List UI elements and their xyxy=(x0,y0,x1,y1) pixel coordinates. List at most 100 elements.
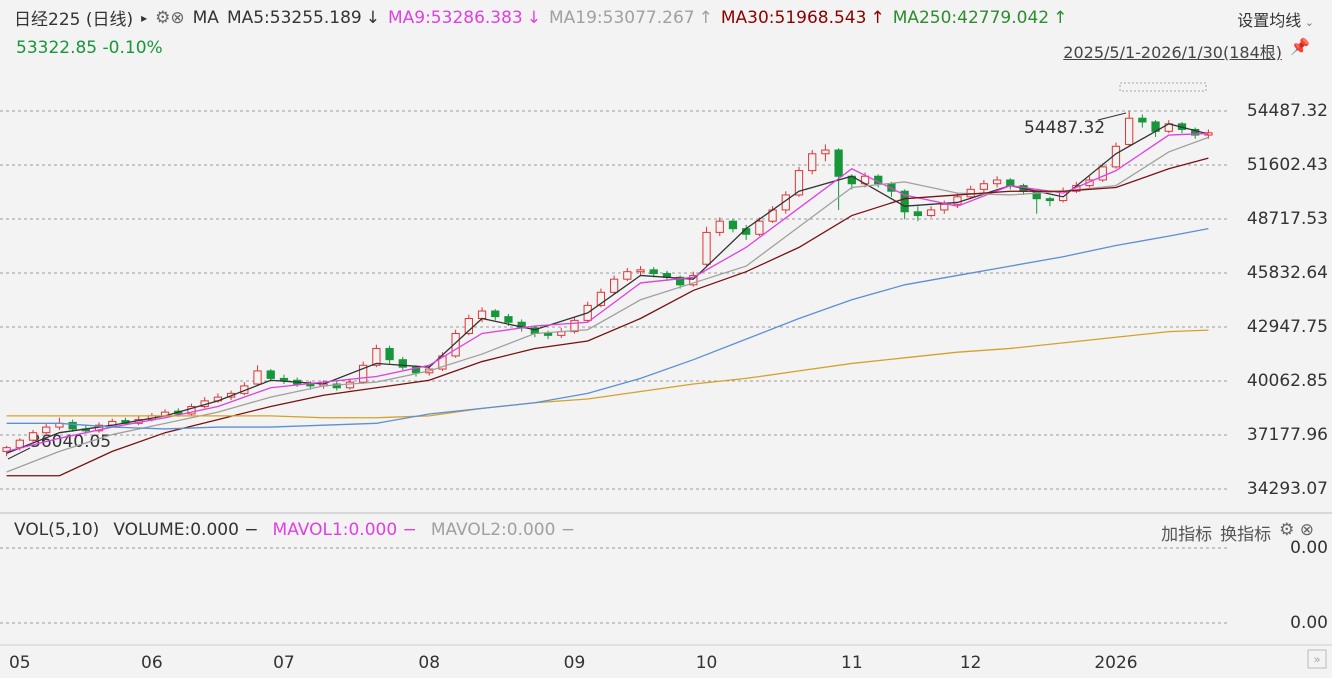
scroll-button[interactable] xyxy=(1307,649,1327,669)
candle-body xyxy=(900,190,909,213)
legend-entry: MA19:53077.267 ↑ xyxy=(549,8,713,28)
x-tick-label: 11 xyxy=(841,653,863,673)
candle-body xyxy=(940,203,949,211)
legend-label: MA250:42779.042 xyxy=(892,7,1050,28)
scroll-icon: » xyxy=(1313,653,1320,667)
annotation-arrow xyxy=(7,447,31,460)
candle-body xyxy=(42,426,51,434)
candle-body xyxy=(834,149,843,177)
annotation-arrow xyxy=(1097,112,1127,121)
y-tick-label: 51602.43 xyxy=(1247,155,1328,175)
settings-icon[interactable]: ⚙⊗ xyxy=(155,7,185,28)
ma-line xyxy=(6,329,1209,419)
y-tick-label: 54487.32 xyxy=(1247,101,1328,121)
candle-body xyxy=(570,319,579,333)
candle-body xyxy=(398,359,407,368)
annotation-high: 54487.32 xyxy=(1024,118,1105,138)
ma-line xyxy=(6,123,1209,454)
candle-body xyxy=(821,149,830,155)
switch-indicator[interactable]: 换指标 xyxy=(1220,525,1272,545)
candle-body xyxy=(332,383,341,389)
indicator-name: MA xyxy=(192,7,219,28)
candle-body xyxy=(504,316,513,323)
candle-body xyxy=(808,153,817,172)
candle-body xyxy=(1138,117,1147,123)
legend-entry: MA250:42779.042 ↑ xyxy=(893,8,1068,28)
ma-line xyxy=(6,132,1209,453)
candle-body xyxy=(543,332,553,336)
y-tick-label: 40062.85 xyxy=(1247,371,1328,391)
candle-body xyxy=(28,432,38,441)
candle-body xyxy=(1006,179,1015,187)
candle-body xyxy=(596,291,606,306)
x-tick-label: 06 xyxy=(141,653,163,673)
last-price: 53322.85 xyxy=(16,38,98,58)
legend-label: MA19:53077.267 xyxy=(549,7,695,28)
y-tick-label: 34293.07 xyxy=(1247,479,1328,499)
candle-body xyxy=(359,364,368,383)
candle-body xyxy=(689,274,698,286)
candle-body xyxy=(609,278,619,293)
candle-body xyxy=(1191,128,1200,136)
candle-body xyxy=(926,209,936,217)
range-label[interactable]: 2025/5/1-2026/1/30(184根) xyxy=(1063,43,1282,62)
candle-body xyxy=(913,211,922,217)
panel-icons[interactable]: ⚙ ⊗ xyxy=(1279,520,1314,540)
volume-legend: VOL(5,10) VOLUME:0.000 − MAVOL1:0.000 − … xyxy=(14,520,575,540)
volume-tools: 加指标 换指标 ⚙ ⊗ xyxy=(1161,520,1314,545)
settings-button[interactable]: 设置均线 ⌄ xyxy=(1237,11,1314,30)
mavol2: MAVOL2:0.000 − xyxy=(430,520,576,540)
candle-body xyxy=(1125,117,1134,145)
legend-entry: MA9:53286.383 ↓ xyxy=(388,8,541,28)
candle-body xyxy=(345,381,355,389)
mavol1: MAVOL1:0.000 − xyxy=(272,520,417,540)
y-tick-label: 48717.53 xyxy=(1247,209,1328,229)
legend-trend: ↓ xyxy=(526,7,541,28)
legend-entry: MA30:51968.543 ↑ xyxy=(721,8,885,28)
legend-label: MA5:53255.189 xyxy=(226,7,362,28)
chart-title: 日经225 (日线) xyxy=(14,10,134,30)
candle-body xyxy=(1045,198,1055,202)
expand-icon[interactable]: ▸ xyxy=(141,10,148,25)
candle-body xyxy=(953,196,962,205)
candle-body xyxy=(979,183,989,190)
range-marker xyxy=(1119,82,1207,92)
legend-trend: ↑ xyxy=(698,7,713,28)
pin-icon[interactable]: 📌 xyxy=(1290,37,1310,56)
candle-body xyxy=(715,220,724,233)
add-indicator[interactable]: 加指标 xyxy=(1161,525,1213,545)
volume-value: VOLUME:0.000 − xyxy=(113,520,259,540)
x-tick-label: 09 xyxy=(564,653,586,673)
ma-line xyxy=(6,157,1209,477)
legend-trend: ↑ xyxy=(870,7,885,28)
candle-body xyxy=(676,276,685,286)
x-tick-label: 07 xyxy=(273,653,295,673)
candle-body xyxy=(755,220,764,235)
candle-body xyxy=(68,421,77,430)
ma-line xyxy=(6,136,1209,473)
candle-body xyxy=(187,405,196,415)
candle-body xyxy=(464,318,473,334)
volume-title: VOL(5,10) xyxy=(14,520,100,540)
x-tick-label: 10 xyxy=(696,653,718,673)
candle-body xyxy=(372,347,381,366)
candle-body xyxy=(794,170,804,196)
candle-body xyxy=(649,269,658,275)
candle-body xyxy=(385,347,394,361)
candle-body xyxy=(992,179,1002,185)
settings-label: 设置均线 xyxy=(1237,11,1302,30)
y-tick-label: 42947.75 xyxy=(1247,317,1328,337)
legend-trend: ↑ xyxy=(1053,7,1068,28)
candle-body xyxy=(1098,166,1107,181)
candle-body xyxy=(411,366,421,374)
legend-trend: ↓ xyxy=(365,7,380,28)
candle-body xyxy=(266,370,275,379)
candle-body xyxy=(728,220,738,230)
candle-body xyxy=(451,332,460,357)
x-tick-label: 05 xyxy=(9,653,31,673)
candle-body xyxy=(623,271,632,280)
candle-body xyxy=(438,355,447,370)
x-tick-label: 2026 xyxy=(1094,653,1137,673)
candle-body xyxy=(702,231,711,265)
